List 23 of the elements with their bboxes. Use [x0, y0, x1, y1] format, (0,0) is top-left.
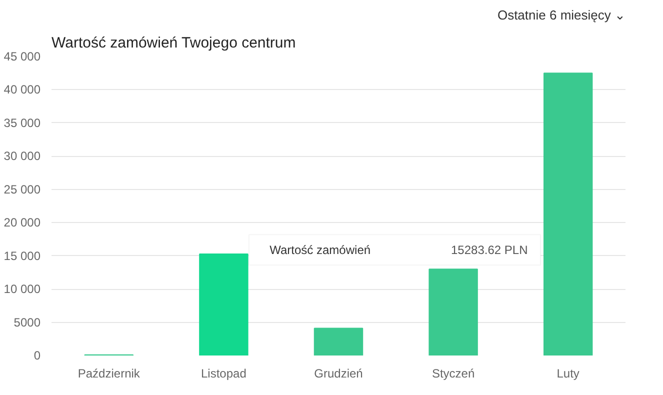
bar	[314, 328, 364, 356]
y-tick-label: 10 000	[4, 282, 41, 296]
y-tick-label: 30 000	[4, 149, 41, 164]
y-tick-label: 5000	[14, 315, 41, 330]
x-tick-label: Luty	[556, 366, 580, 380]
annotation: 15283.62 PLN	[451, 242, 528, 257]
y-tick-label: 0	[34, 348, 41, 362]
bar	[199, 253, 248, 356]
y-tick-label: 35 000	[4, 116, 41, 130]
x-tick-label: Styczeń	[432, 366, 475, 380]
bar	[543, 72, 593, 356]
annotation: Wartość zamówień	[270, 242, 371, 257]
x-tick-label: Październik	[78, 366, 141, 380]
x-tick-label: Grudzień	[314, 366, 363, 380]
bar	[428, 268, 478, 356]
chart-title: Wartość zamówień Twojego centrum	[52, 34, 296, 52]
y-tick-label: 25 000	[4, 182, 41, 196]
text: Ostatnie 6 miesięcy ⌄	[497, 8, 626, 22]
y-tick-label: 20 000	[4, 216, 41, 230]
y-tick-label: 15 000	[4, 248, 41, 263]
x-tick-label: Listopad	[201, 366, 246, 380]
y-tick-label: 45 000	[4, 50, 41, 64]
y-tick-label: 40 000	[4, 82, 41, 97]
